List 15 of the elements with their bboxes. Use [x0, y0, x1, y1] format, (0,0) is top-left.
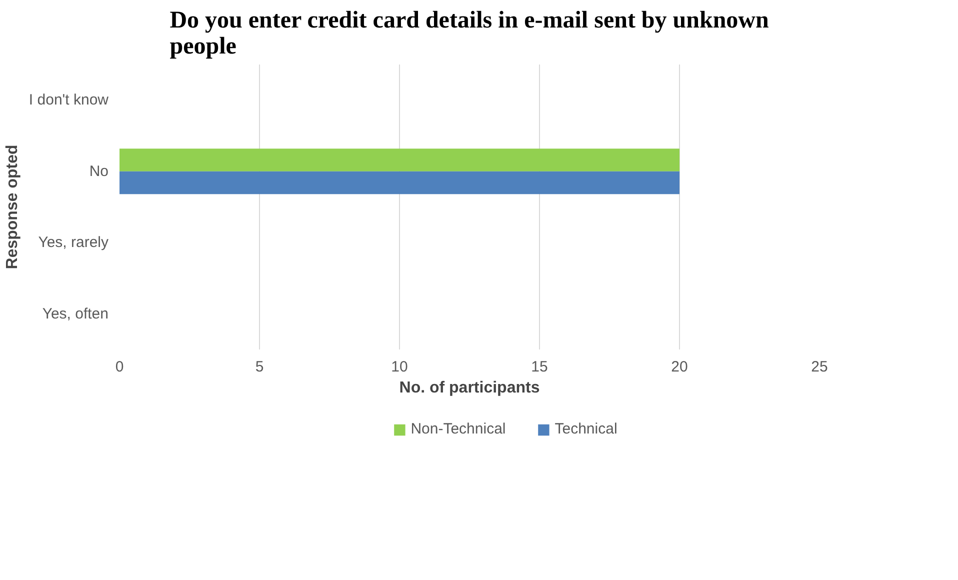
chart-title: Do you enter credit card details in e-mail sent by unknown people [170, 8, 769, 60]
y-tick-label: No [89, 162, 109, 180]
y-tick-label: I don't know [28, 92, 109, 109]
x-tick-label: 10 [391, 358, 408, 376]
x-axis-title: No. of participants [399, 380, 540, 396]
y-axis-title: Response opted [4, 144, 21, 270]
x-tick-label: 15 [531, 358, 548, 376]
x-tick-label: 25 [811, 358, 828, 376]
x-tick-label: 0 [115, 358, 124, 376]
y-tick-label: Yes, often [42, 305, 109, 322]
x-tick-label: 5 [255, 358, 264, 376]
legend-label: Technical [554, 420, 618, 438]
x-tick-label: 20 [671, 358, 688, 376]
legend-label: Non-Technical [410, 420, 506, 438]
y-tick-label: Yes, rarely [38, 234, 109, 252]
